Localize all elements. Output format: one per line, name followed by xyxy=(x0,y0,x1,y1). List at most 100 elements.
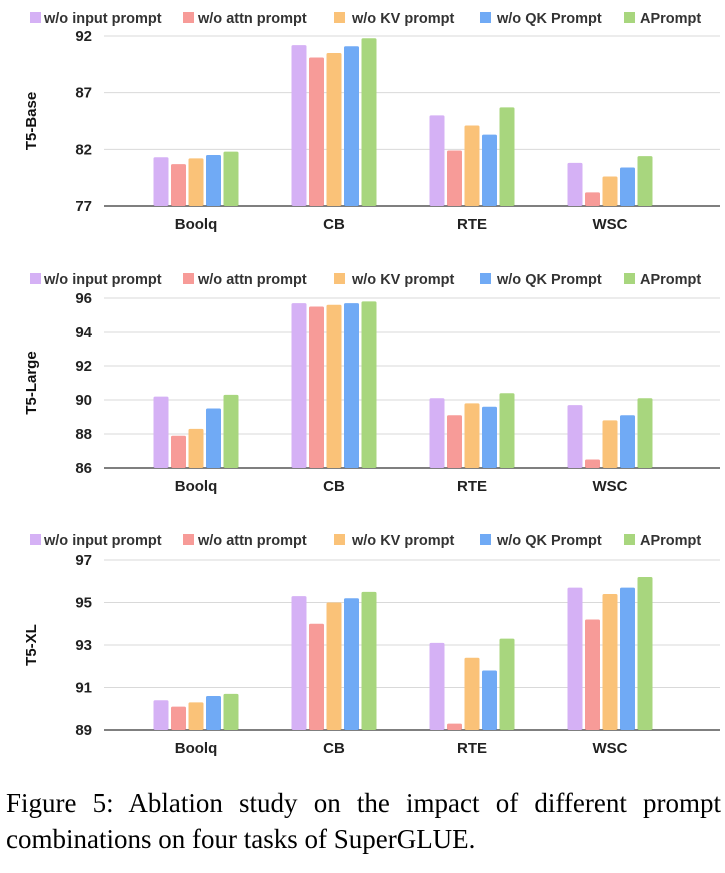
bar-cb-3 xyxy=(326,602,342,730)
legend-label: w/o QK Prompt xyxy=(496,11,602,27)
legend-label: w/o QK Prompt xyxy=(496,533,602,549)
bar-cb-5 xyxy=(361,301,377,468)
bar-rte-3 xyxy=(464,657,480,730)
bar-boolq-5 xyxy=(223,693,239,730)
bar-rte-2 xyxy=(447,150,462,206)
bar-boolq-4 xyxy=(206,696,221,730)
bar-wsc-2 xyxy=(585,459,600,468)
chart-panel-2: w/o input prompt w/o attn prompt w/o KV pr… xyxy=(23,272,720,495)
x-category-label: CB xyxy=(323,216,345,233)
legend-swatch-1 xyxy=(30,273,41,284)
bar-wsc-2 xyxy=(585,192,600,206)
legend-label: w/o QK Prompt xyxy=(496,272,602,288)
bar-boolq-5 xyxy=(223,394,239,468)
y-axis-label: T5-XL xyxy=(23,624,40,666)
bar-cb-1 xyxy=(291,45,307,206)
legend-label: APrompt xyxy=(640,533,701,549)
x-category-label: WSC xyxy=(593,478,628,495)
bar-cb-4 xyxy=(344,303,359,468)
bar-rte-2 xyxy=(447,415,462,468)
bar-boolq-2 xyxy=(171,435,186,468)
x-category-label: RTE xyxy=(457,478,487,495)
legend-swatch-3 xyxy=(334,534,345,545)
x-category-label: Boolq xyxy=(175,216,218,233)
bar-cb-3 xyxy=(326,304,342,468)
bar-boolq-2 xyxy=(171,164,186,206)
legend-swatch-4 xyxy=(480,12,491,23)
legend-swatch-2 xyxy=(183,12,194,23)
legend-label: w/o input prompt xyxy=(43,272,162,288)
bar-cb-4 xyxy=(344,598,359,730)
y-tick-label: 97 xyxy=(75,552,92,569)
legend-swatch-1 xyxy=(30,534,41,545)
y-tick-label: 86 xyxy=(75,460,92,477)
chart-panel-3: w/o input prompt w/o attn prompt w/o KV pr… xyxy=(23,533,720,757)
y-tick-label: 92 xyxy=(75,28,92,45)
bar-rte-1 xyxy=(429,398,445,468)
x-category-label: CB xyxy=(323,740,345,757)
y-tick-label: 91 xyxy=(75,680,92,697)
legend-swatch-2 xyxy=(183,534,194,545)
bar-rte-5 xyxy=(499,638,515,730)
y-tick-label: 88 xyxy=(75,426,92,443)
bar-wsc-5 xyxy=(637,156,653,206)
bar-wsc-3 xyxy=(602,176,618,206)
legend-label: w/o attn prompt xyxy=(197,11,307,27)
legend-label: w/o input prompt xyxy=(43,11,162,27)
legend-swatch-5 xyxy=(624,12,635,23)
x-category-label: WSC xyxy=(593,216,628,233)
y-tick-label: 93 xyxy=(75,637,92,654)
x-category-label: CB xyxy=(323,478,345,495)
bar-cb-2 xyxy=(309,306,324,468)
y-tick-label: 82 xyxy=(75,141,92,158)
bar-wsc-4 xyxy=(620,167,635,206)
bar-rte-5 xyxy=(499,393,515,468)
chart-figure: w/o input prompt w/o attn prompt w/o KV pr… xyxy=(23,11,720,757)
bar-rte-3 xyxy=(464,125,480,206)
bar-cb-5 xyxy=(361,38,377,207)
legend-label: w/o input prompt xyxy=(43,533,162,549)
x-category-label: WSC xyxy=(593,740,628,757)
bar-wsc-5 xyxy=(637,398,653,468)
y-tick-label: 87 xyxy=(75,85,92,102)
bar-cb-1 xyxy=(291,303,307,468)
legend-label: w/o KV prompt xyxy=(351,272,454,288)
bar-cb-5 xyxy=(361,591,377,730)
x-category-label: Boolq xyxy=(175,740,218,757)
bar-cb-4 xyxy=(344,46,359,207)
y-tick-label: 77 xyxy=(75,198,92,215)
legend-label: APrompt xyxy=(640,272,701,288)
bar-wsc-4 xyxy=(620,587,635,730)
bar-rte-4 xyxy=(482,406,497,468)
bar-rte-1 xyxy=(429,642,445,730)
y-tick-label: 95 xyxy=(75,595,92,612)
bar-cb-1 xyxy=(291,596,307,730)
bar-cb-2 xyxy=(309,57,324,207)
legend-swatch-4 xyxy=(480,273,491,284)
y-tick-label: 92 xyxy=(75,358,92,375)
bar-rte-4 xyxy=(482,134,497,206)
x-category-label: RTE xyxy=(457,740,487,757)
bar-wsc-1 xyxy=(567,587,583,730)
legend-swatch-1 xyxy=(30,12,41,23)
bar-wsc-1 xyxy=(567,405,583,468)
bar-boolq-4 xyxy=(206,408,221,468)
bar-wsc-3 xyxy=(602,594,618,730)
bar-boolq-1 xyxy=(153,396,169,468)
legend-swatch-5 xyxy=(624,534,635,545)
bar-wsc-5 xyxy=(637,577,653,730)
figure-caption: Figure 5: Ablation study on the impact o… xyxy=(6,788,721,854)
x-category-label: RTE xyxy=(457,216,487,233)
legend-label: APrompt xyxy=(640,11,701,27)
chart-panel-1: w/o input prompt w/o attn prompt w/o KV pr… xyxy=(23,11,720,233)
bar-rte-3 xyxy=(464,403,480,468)
legend-label: w/o KV prompt xyxy=(351,533,454,549)
legend-swatch-2 xyxy=(183,273,194,284)
bar-boolq-4 xyxy=(206,155,221,206)
y-axis-label: T5-Base xyxy=(23,92,40,150)
y-tick-label: 90 xyxy=(75,392,92,409)
bar-wsc-2 xyxy=(585,619,600,730)
y-tick-label: 96 xyxy=(75,290,92,307)
y-tick-label: 94 xyxy=(75,324,92,341)
bar-rte-5 xyxy=(499,107,515,206)
